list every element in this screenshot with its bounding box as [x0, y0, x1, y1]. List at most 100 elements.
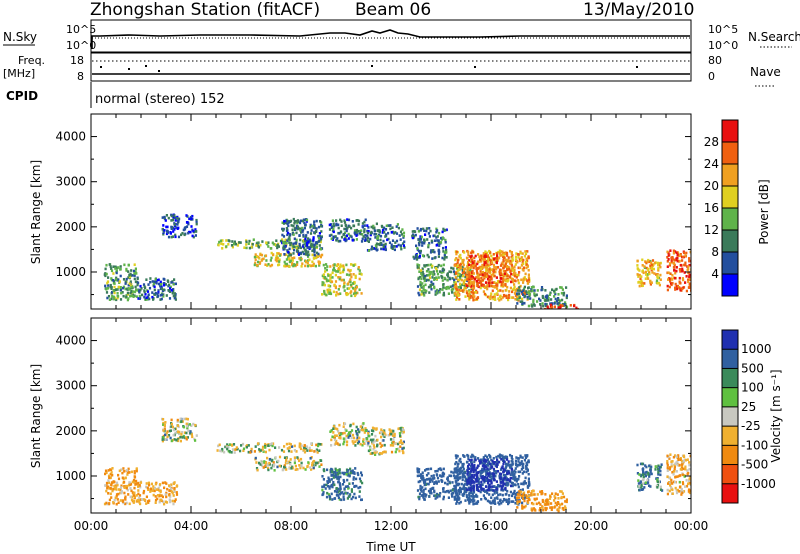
echo-cell	[321, 293, 324, 296]
echo-cell	[675, 266, 678, 269]
echo-cell	[523, 458, 526, 462]
echo-cell	[486, 488, 489, 492]
echo-cell	[502, 462, 505, 466]
echo-cell	[557, 497, 560, 500]
echo-cell	[505, 265, 509, 268]
echo-cell	[501, 489, 505, 492]
echo-cell	[421, 474, 424, 478]
echo-cell	[345, 292, 348, 295]
echo-cell	[504, 262, 507, 266]
echo-cell	[445, 228, 448, 232]
echo-cell	[519, 300, 522, 303]
echo-cell	[533, 304, 536, 307]
echo-cell	[120, 468, 123, 471]
echo-cell	[539, 503, 542, 506]
echo-cell	[503, 456, 506, 460]
echo-cell	[350, 490, 353, 493]
echo-cell	[483, 480, 486, 484]
echo-cell	[272, 464, 275, 468]
echo-cell	[519, 284, 522, 288]
echo-cell	[442, 263, 445, 267]
echo-cell	[428, 227, 431, 230]
echo-cell	[339, 485, 342, 489]
echo-cell	[369, 448, 372, 452]
echo-cell	[485, 471, 488, 475]
echo-cell	[131, 480, 134, 484]
echo-cell	[417, 495, 420, 499]
echo-cell	[542, 508, 545, 512]
echo-cell	[687, 271, 690, 274]
echo-cell	[505, 455, 509, 459]
echo-cell	[188, 423, 191, 426]
echo-cell	[293, 256, 296, 260]
echo-cell	[678, 259, 681, 263]
echo-cell	[253, 450, 256, 453]
echo-cell	[108, 502, 111, 505]
colorbar-tick-label: 28	[704, 135, 719, 149]
echo-cell	[230, 244, 234, 247]
echo-cell	[169, 487, 173, 491]
echo-cell	[321, 253, 324, 257]
echo-cell	[260, 253, 264, 257]
echo-cell	[299, 219, 302, 223]
echo-cell	[329, 265, 332, 268]
echo-cell	[326, 468, 329, 472]
echo-cell	[670, 260, 673, 264]
echo-cell	[117, 473, 120, 477]
echo-cell	[286, 239, 289, 242]
echo-cell	[135, 468, 138, 471]
echo-cell	[350, 470, 353, 473]
echo-cell	[339, 276, 342, 279]
echo-cell	[500, 458, 503, 461]
echo-cell	[182, 425, 186, 429]
echo-cell	[228, 443, 232, 446]
echo-cell	[303, 221, 306, 225]
echo-cell	[491, 261, 494, 264]
echo-cell	[338, 498, 341, 501]
echo-cell	[264, 263, 267, 266]
echo-cell	[524, 504, 527, 508]
echo-cell	[496, 458, 499, 462]
echo-cell	[495, 489, 498, 493]
echo-cell	[158, 494, 161, 498]
echo-cell	[510, 264, 513, 267]
echo-cell	[488, 268, 491, 271]
echo-cell	[115, 276, 118, 280]
echo-cell	[473, 465, 476, 469]
echo-cell	[225, 445, 228, 449]
echo-cell	[297, 251, 300, 255]
echo-cell	[525, 461, 528, 465]
echo-cell	[554, 496, 557, 500]
echo-cell	[678, 286, 681, 290]
echo-cell	[473, 467, 476, 470]
echo-cell	[250, 245, 253, 249]
echo-cell	[431, 276, 434, 279]
echo-cell	[332, 427, 335, 430]
echo-cell	[444, 238, 447, 242]
echo-cell	[514, 493, 518, 496]
echo-cell	[264, 464, 267, 468]
echo-cell	[107, 469, 110, 472]
echo-cell	[520, 468, 523, 471]
echo-cell	[176, 424, 180, 427]
echo-cell	[418, 243, 421, 247]
echo-cell	[488, 479, 491, 483]
echo-cell	[525, 467, 528, 470]
echo-cell	[124, 287, 127, 291]
echo-cell	[236, 244, 239, 247]
echo-cell	[518, 463, 521, 467]
echo-cell	[455, 250, 458, 254]
echo-cell	[466, 482, 469, 485]
echo-cell	[444, 481, 447, 485]
echo-cell	[501, 280, 505, 283]
echo-cell	[507, 260, 510, 263]
echo-cell	[286, 460, 289, 464]
echo-cell	[516, 478, 519, 481]
echo-cell	[564, 301, 567, 304]
echo-cell	[326, 279, 329, 282]
echo-cell	[666, 475, 669, 479]
echo-cell	[106, 280, 110, 283]
echo-cell	[190, 424, 193, 427]
echo-cell	[479, 490, 482, 494]
echo-cell	[156, 494, 160, 497]
